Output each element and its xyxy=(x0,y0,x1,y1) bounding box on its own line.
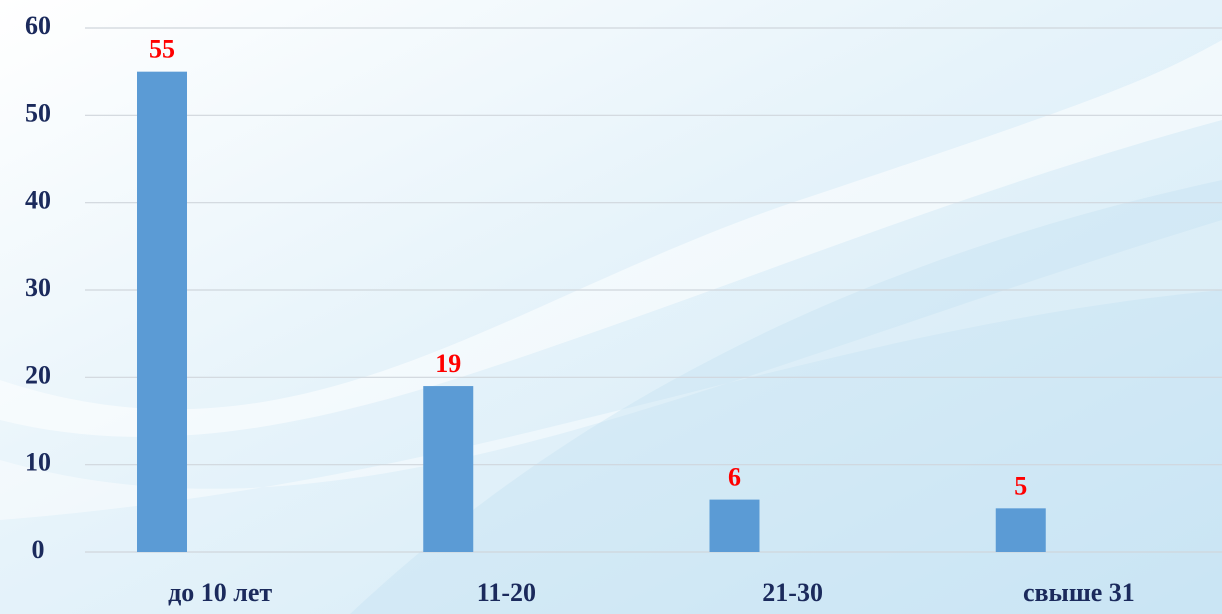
bar xyxy=(995,508,1046,552)
swoosh xyxy=(0,220,1222,520)
y-tick-label: 30 xyxy=(25,273,51,302)
bar xyxy=(423,386,474,552)
y-tick-label: 40 xyxy=(25,186,51,215)
bar xyxy=(137,71,187,553)
swoosh xyxy=(350,180,1222,614)
y-tick-label: 60 xyxy=(25,11,51,40)
y-tick-label: 0 xyxy=(32,535,45,564)
data-label: 55 xyxy=(149,35,175,64)
data-label: 6 xyxy=(728,463,741,492)
x-tick-label: свыше 31 xyxy=(1023,578,1135,607)
data-label: 19 xyxy=(435,349,461,378)
y-tick-label: 50 xyxy=(25,98,51,127)
x-tick-label: 21-30 xyxy=(762,578,823,607)
bar xyxy=(709,499,760,552)
y-tick-label: 10 xyxy=(25,448,51,477)
x-tick-label: до 10 лет xyxy=(168,578,272,607)
y-tick-label: 20 xyxy=(25,360,51,389)
data-label: 5 xyxy=(1014,471,1027,500)
x-tick-label: 11-20 xyxy=(477,578,536,607)
